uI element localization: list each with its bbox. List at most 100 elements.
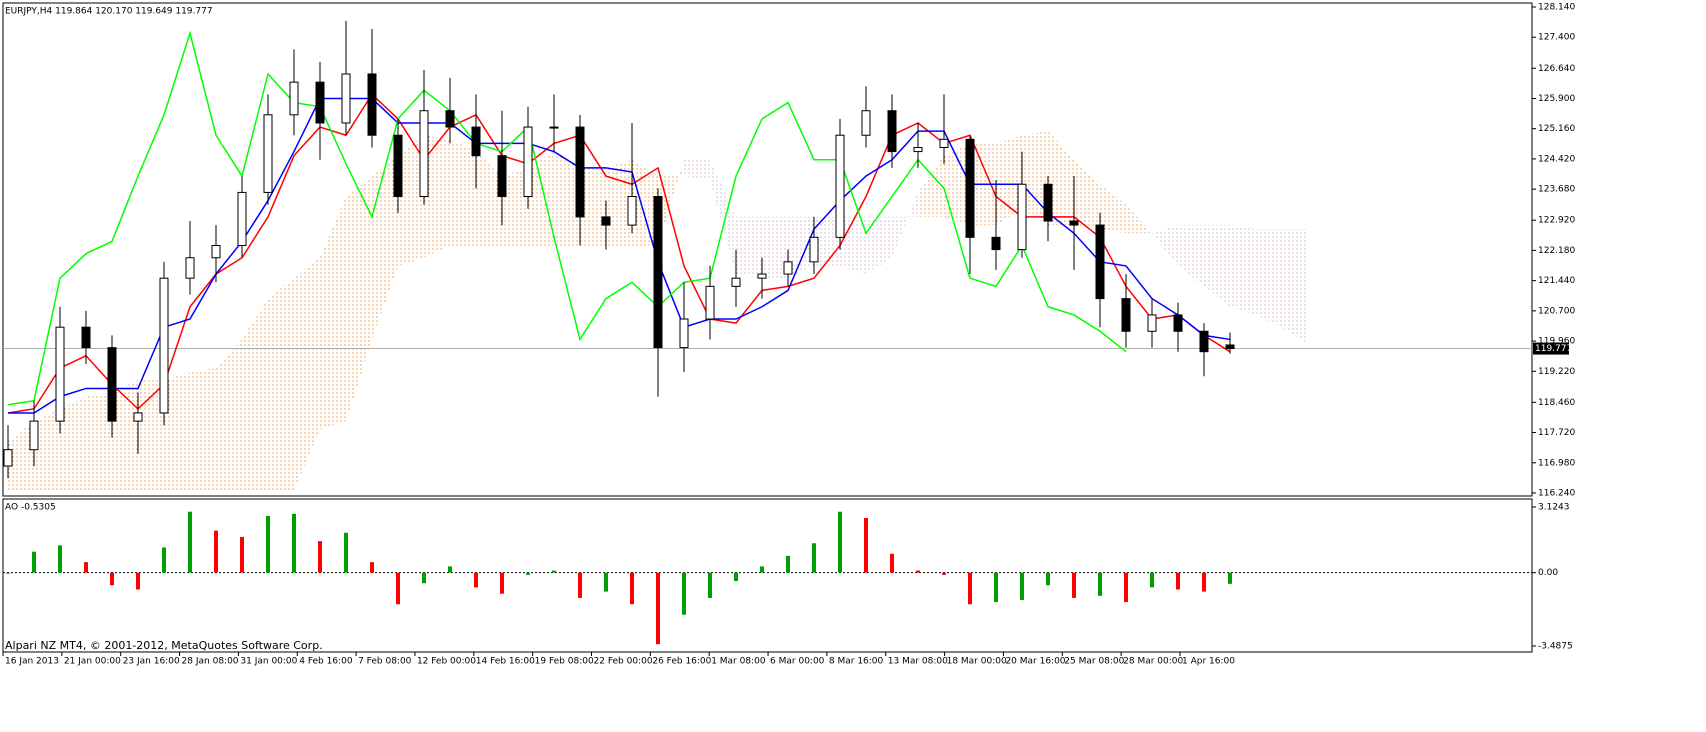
candle-body — [133, 412, 143, 422]
ao-bar — [448, 566, 452, 573]
ao-bar — [1098, 572, 1102, 596]
candle-body — [471, 126, 481, 157]
y-tick-label: 122.180 — [1538, 246, 1575, 256]
candle-body — [185, 257, 195, 279]
cloud-segment — [710, 159, 736, 275]
candle-body — [3, 449, 13, 467]
y-tick-label: -3.4875 — [1538, 642, 1573, 652]
cloud-segment — [944, 143, 970, 226]
candle-body — [237, 191, 247, 247]
candle-body — [81, 326, 91, 349]
cloud-segment — [580, 167, 606, 246]
cloud-segment — [424, 135, 450, 258]
cloud-segment — [1282, 229, 1308, 344]
cloud-segment — [840, 216, 866, 275]
ao-bar — [1124, 572, 1128, 603]
candle-body — [1043, 183, 1053, 222]
candle-body — [107, 347, 117, 422]
ao-bar — [734, 572, 738, 582]
y-tick-label: 125.900 — [1538, 94, 1575, 104]
candle-body — [939, 138, 949, 148]
ao-bar — [292, 513, 296, 573]
ao-bar — [110, 572, 114, 586]
footer: Alpari NZ MT4, © 2001-2012, MetaQuotes S… — [5, 639, 323, 652]
ao-panel — [2, 498, 1533, 653]
y-tick-label: 0.00 — [1538, 568, 1558, 578]
candle-body — [913, 146, 923, 153]
cloud-segment — [658, 159, 684, 246]
cloud-segment — [190, 368, 216, 491]
x-tick-label: 25 Mar 08:00 — [1064, 657, 1124, 667]
cloud-segment — [788, 216, 814, 279]
ao-bar — [370, 562, 374, 573]
price-panel — [2, 2, 1533, 497]
candle-body — [965, 138, 975, 238]
x-tick-label: 14 Feb 16:00 — [476, 657, 535, 667]
y-tick-label: 120.700 — [1538, 306, 1575, 316]
ao-bar — [838, 511, 842, 573]
ao-bar — [786, 555, 790, 573]
candle-body — [419, 110, 429, 197]
x-tick-label: 31 Jan 00:00 — [240, 657, 297, 667]
x-tick-label: 1 Mar 08:00 — [711, 657, 766, 667]
cloud-segment — [268, 278, 294, 491]
y-tick-label: 117.720 — [1538, 428, 1575, 438]
y-tick-label: 128.140 — [1538, 3, 1575, 13]
last-price-label: 119.777 — [1535, 344, 1572, 354]
y-tick-label: 126.640 — [1538, 64, 1575, 74]
candle-body — [1121, 298, 1131, 332]
x-tick-label: 28 Mar 00:00 — [1123, 657, 1183, 667]
candle-body — [861, 110, 871, 136]
ao-bar — [240, 536, 244, 573]
candle-body — [393, 134, 403, 197]
ao-bar — [552, 570, 556, 573]
candle-body — [367, 73, 377, 136]
cloud-segment — [502, 167, 528, 246]
x-tick-label: 19 Feb 08:00 — [535, 657, 594, 667]
x-tick-label: 20 Mar 16:00 — [1005, 657, 1065, 667]
cloud-segment — [1152, 225, 1178, 266]
x-tick-label: 4 Feb 16:00 — [299, 657, 353, 667]
candle-body — [887, 110, 897, 153]
candle-body — [653, 195, 663, 349]
ao-bar — [578, 572, 582, 598]
ao-bar — [1202, 572, 1206, 592]
x-tick-label: 28 Jan 08:00 — [182, 657, 239, 667]
ao-bar — [526, 572, 530, 575]
candle-body — [159, 277, 169, 414]
cloud-segment — [34, 408, 60, 491]
x-tick-label: 23 Jan 16:00 — [123, 657, 180, 667]
cloud-segment — [476, 151, 502, 246]
candle-body — [835, 134, 845, 238]
candle-body — [55, 326, 65, 422]
ao-bar — [500, 572, 504, 594]
candle-body — [1173, 314, 1183, 332]
ao-bar — [1020, 572, 1024, 601]
candle-body — [705, 285, 715, 320]
ao-bar — [318, 541, 322, 573]
candle-body — [627, 195, 637, 226]
ao-bar — [630, 572, 634, 605]
cloud-segment — [1178, 225, 1204, 287]
ao-bar — [1150, 572, 1154, 588]
x-tick-label: 6 Mar 00:00 — [770, 657, 825, 667]
cloud-segment — [216, 339, 242, 491]
ao-bar — [890, 553, 894, 573]
ao-bar — [916, 570, 920, 573]
cloud-segment — [762, 216, 788, 279]
candle-body — [1017, 183, 1027, 251]
candle-body — [1225, 344, 1235, 350]
y-tick-label: 124.420 — [1538, 154, 1575, 164]
x-tick-label: 16 Jan 2013 — [5, 657, 59, 667]
ao-bar — [994, 572, 998, 603]
cloud-segment — [1230, 225, 1256, 315]
cloud-segment — [606, 159, 632, 246]
cloud-segment — [866, 216, 892, 275]
cloud-segment — [1204, 225, 1230, 307]
ao-title: AO -0.5305 — [5, 503, 56, 513]
x-tick-label: 21 Jan 00:00 — [64, 657, 121, 667]
ao-bar — [682, 572, 686, 615]
cloud-segment — [1126, 204, 1152, 234]
x-tick-label: 18 Mar 00:00 — [947, 657, 1007, 667]
x-tick-label: 13 Mar 08:00 — [888, 657, 948, 667]
